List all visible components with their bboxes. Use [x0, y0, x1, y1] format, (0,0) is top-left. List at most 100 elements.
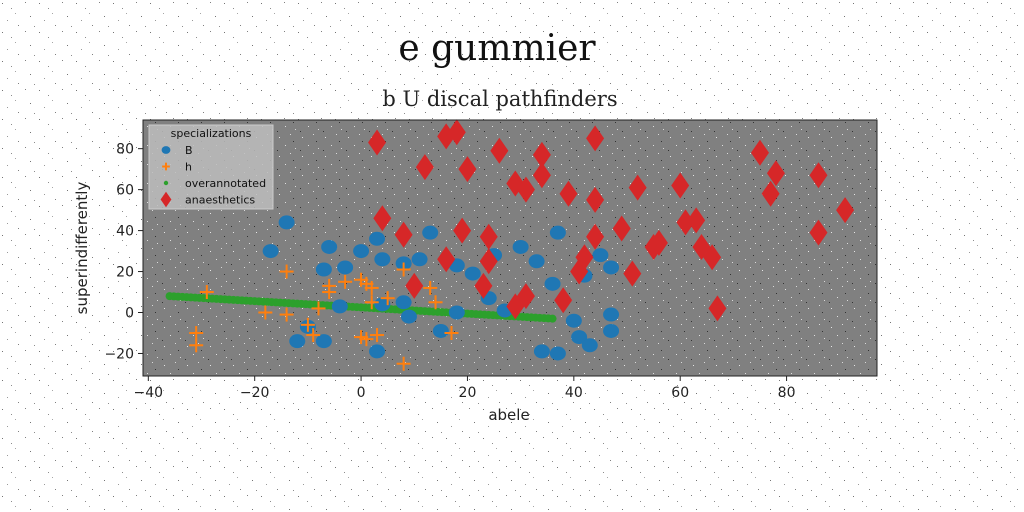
- b-point: [353, 244, 370, 259]
- h-point: [199, 285, 214, 300]
- b-point: [422, 225, 439, 240]
- anaesthetics-point: [628, 174, 647, 201]
- anaesthetics-point: [447, 119, 466, 146]
- anaesthetics-point: [692, 233, 711, 260]
- h-point: [370, 328, 385, 343]
- y-axis-label: superindifferently: [73, 182, 91, 315]
- b-point: [565, 313, 582, 328]
- anaesthetics-point: [516, 283, 535, 310]
- anaesthetics-point: [368, 129, 387, 156]
- data-marks: [165, 119, 855, 371]
- y-tick-label: 0: [125, 306, 134, 322]
- b-point: [549, 225, 566, 240]
- y-tick-label: 40: [116, 224, 134, 240]
- h-point: [396, 262, 411, 277]
- h-point: [322, 278, 337, 293]
- b-point: [278, 215, 295, 230]
- anaesthetics-point: [586, 125, 605, 152]
- y-tick-label: 80: [116, 142, 134, 158]
- x-tick-label: 0: [357, 385, 366, 401]
- h-point: [300, 317, 315, 332]
- anaesthetics-point: [405, 272, 424, 299]
- anaesthetics-point: [575, 244, 594, 271]
- b-point: [315, 262, 332, 277]
- anaesthetics-point: [766, 160, 785, 187]
- anaesthetics-point: [836, 197, 855, 224]
- plot-frame: [142, 119, 878, 377]
- x-tick-label: −20: [240, 385, 270, 401]
- legend-label-h: h: [185, 161, 192, 174]
- h-point: [279, 264, 294, 279]
- b-point: [512, 239, 529, 254]
- h-point: [396, 356, 411, 371]
- anaesthetics-point: [750, 139, 769, 166]
- b-point: [395, 295, 412, 310]
- b-point: [374, 297, 391, 312]
- y-tick-label: 60: [116, 183, 134, 199]
- anaesthetics-point: [373, 205, 392, 232]
- h-point: [189, 325, 204, 340]
- anaesthetics-point: [649, 229, 668, 256]
- h-point: [364, 295, 379, 310]
- x-tick-label: 20: [459, 385, 477, 401]
- y-tick-label: −20: [104, 346, 134, 362]
- anaesthetics-point: [532, 141, 551, 168]
- legend: specializations Bh overannotated anaesthet…: [148, 124, 274, 210]
- b-point: [603, 307, 620, 322]
- h-point: [359, 332, 374, 347]
- anaesthetics-point: [708, 295, 727, 322]
- x-axis: −40 −20 0 20 40 60 80: [134, 376, 796, 401]
- chart-title: e gummier: [398, 28, 596, 69]
- h-point: [380, 291, 395, 306]
- chart-subtitle: b U discal pathfinders: [382, 87, 617, 111]
- legend-marker-anaesthetics: [160, 191, 172, 208]
- b-point: [400, 309, 417, 324]
- anaesthetics-point: [671, 172, 690, 199]
- h-point: [258, 305, 273, 320]
- b-point: [544, 276, 561, 291]
- b-point: [549, 346, 566, 361]
- overannotated-point: [548, 314, 557, 323]
- anaesthetics-point: [490, 137, 509, 164]
- anaesthetics-point: [687, 207, 706, 234]
- b-point: [528, 254, 545, 269]
- legend-marker-overannotated: [163, 180, 169, 186]
- anaesthetics-point: [479, 248, 498, 275]
- b-point: [603, 323, 620, 338]
- b-point: [262, 244, 279, 259]
- x-axis-label: abele: [488, 406, 529, 424]
- h-point: [338, 274, 353, 289]
- b-point: [448, 305, 465, 320]
- anaesthetics-point: [809, 219, 828, 246]
- b-point: [592, 248, 609, 263]
- b-point: [464, 266, 481, 281]
- legend-label-overannotated: overannotated: [185, 177, 266, 190]
- b-point: [603, 260, 620, 275]
- b-point: [369, 344, 386, 359]
- anaesthetics-point: [623, 260, 642, 287]
- legend-label-anaesthetics: anaesthetics: [185, 194, 255, 207]
- legend-marker-b: [161, 146, 171, 154]
- x-tick-label: 60: [671, 385, 689, 401]
- anaesthetics-point: [532, 162, 551, 189]
- x-tick-label: 80: [778, 385, 796, 401]
- anaesthetics-point: [516, 176, 535, 203]
- anaesthetics-point: [479, 223, 498, 250]
- x-tick-label: −40: [134, 385, 164, 401]
- legend-marker-h: [162, 162, 170, 171]
- b-point: [369, 231, 386, 246]
- h-point: [364, 280, 379, 295]
- b-point: [374, 252, 391, 267]
- b-point: [571, 330, 588, 345]
- legend-label-b: B: [185, 144, 193, 157]
- anaesthetics-point: [474, 272, 493, 299]
- anaesthetics-point: [394, 221, 413, 248]
- b-point: [321, 239, 338, 254]
- b-point: [533, 344, 550, 359]
- y-axis: −20 0 20 40 60 80: [104, 142, 143, 362]
- anaesthetics-point: [676, 209, 695, 236]
- anaesthetics-point: [554, 287, 573, 314]
- anaesthetics-point: [415, 154, 434, 181]
- b-point: [432, 323, 449, 338]
- anaesthetics-point: [612, 215, 631, 242]
